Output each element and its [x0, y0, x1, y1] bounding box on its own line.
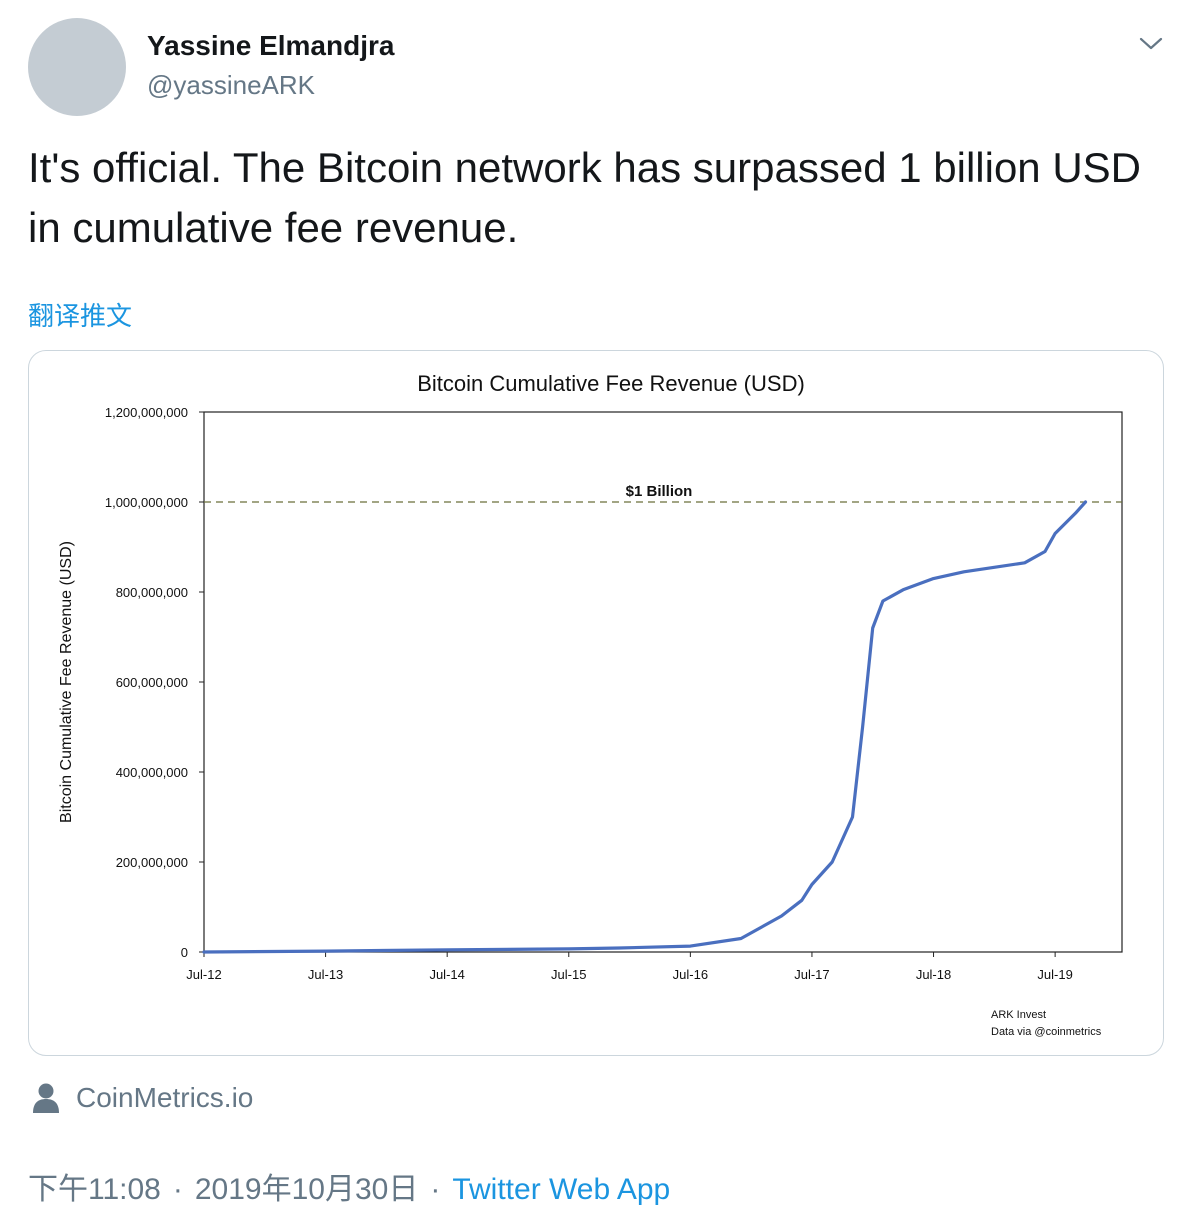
chart-annotation: ARK Invest — [991, 1009, 1046, 1021]
y-tick-label: 1,000,000,000 — [105, 495, 188, 510]
y-axis-label: Bitcoin Cumulative Fee Revenue (USD) — [58, 541, 75, 823]
fee-revenue-chart: Bitcoin Cumulative Fee Revenue (USD) 0 200… — [58, 371, 1123, 1038]
y-tick-label: 200,000,000 — [116, 855, 188, 870]
person-icon — [33, 1083, 59, 1113]
x-tick-label: Jul-12 — [186, 967, 221, 982]
x-tick-label: Jul-13 — [308, 967, 343, 982]
x-tick-label: Jul-18 — [916, 967, 951, 982]
meta-separator: · — [430, 1173, 441, 1206]
y-tick-label: 600,000,000 — [116, 675, 188, 690]
tweet-text: It's official. The Bitcoin network has s… — [28, 144, 1141, 251]
x-tick-label: Jul-16 — [673, 967, 708, 982]
chart-title: Bitcoin Cumulative Fee Revenue (USD) — [417, 371, 805, 396]
card-source[interactable]: CoinMetrics.io — [32, 1078, 253, 1118]
series-line — [202, 500, 1088, 954]
card-source-label: CoinMetrics.io — [76, 1082, 254, 1113]
x-tick-label: Jul-15 — [551, 967, 586, 982]
media-card[interactable]: Bitcoin Cumulative Fee Revenue (USD) 0 200… — [28, 350, 1164, 1056]
y-tick-label: 1,200,000,000 — [105, 405, 188, 420]
translate-tweet-link[interactable]: 翻译推文 — [28, 301, 133, 331]
x-tick-label: Jul-19 — [1037, 967, 1072, 982]
user-name[interactable]: Yassine Elmandjra — [147, 30, 395, 61]
user-handle[interactable]: @yassineARK — [147, 70, 316, 100]
reference-line-label: $1 Billion — [626, 483, 693, 500]
y-tick-label: 400,000,000 — [116, 765, 188, 780]
tweet-meta: 下午11:08 · 2019年10月30日 · Twitter Web App — [28, 1164, 670, 1208]
chevron-down-icon[interactable] — [1138, 34, 1164, 54]
chart-annotation: Data via @coinmetrics — [991, 1026, 1102, 1038]
y-tick-label: 0 — [181, 945, 188, 960]
y-tick-label: 800,000,000 — [116, 585, 188, 600]
x-tick-label: Jul-17 — [794, 967, 829, 982]
avatar[interactable] — [28, 18, 126, 116]
tweet-time[interactable]: 下午11:08 — [28, 1173, 161, 1206]
tweet-source-app[interactable]: Twitter Web App — [452, 1173, 671, 1206]
tweet-date[interactable]: 2019年10月30日 — [194, 1173, 419, 1206]
x-tick-label: Jul-14 — [429, 967, 464, 982]
meta-separator: · — [172, 1173, 183, 1206]
